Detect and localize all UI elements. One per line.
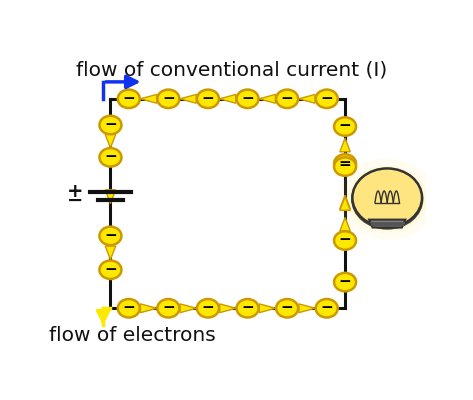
Polygon shape: [180, 304, 196, 313]
Circle shape: [158, 90, 179, 108]
Text: flow of conventional current (I): flow of conventional current (I): [76, 60, 387, 79]
Circle shape: [334, 154, 356, 173]
Text: −: −: [320, 91, 333, 106]
Polygon shape: [140, 304, 157, 313]
Text: −: −: [162, 300, 175, 315]
Text: −: −: [339, 155, 351, 170]
Polygon shape: [340, 138, 350, 152]
Circle shape: [99, 116, 122, 134]
Text: −: −: [104, 262, 117, 277]
Polygon shape: [219, 94, 236, 103]
Polygon shape: [105, 190, 116, 203]
Text: −: −: [339, 232, 351, 247]
Circle shape: [236, 90, 259, 108]
Text: −: −: [201, 300, 214, 315]
Polygon shape: [299, 94, 315, 103]
Circle shape: [334, 273, 356, 291]
Text: −: −: [104, 149, 117, 164]
Circle shape: [347, 166, 427, 233]
Polygon shape: [340, 195, 350, 209]
Polygon shape: [259, 304, 275, 313]
Circle shape: [334, 157, 356, 176]
Text: −: −: [123, 91, 135, 106]
Circle shape: [339, 158, 436, 240]
Circle shape: [315, 90, 338, 108]
Circle shape: [99, 260, 122, 279]
Circle shape: [276, 90, 298, 108]
Text: +: +: [67, 182, 84, 201]
Text: −: −: [320, 300, 333, 315]
Circle shape: [315, 299, 338, 318]
Circle shape: [197, 299, 219, 318]
Text: −: −: [162, 91, 175, 106]
Text: −: −: [339, 158, 351, 174]
Text: −: −: [339, 274, 351, 289]
Circle shape: [158, 299, 179, 318]
Circle shape: [276, 299, 298, 318]
Text: flow of electrons: flow of electrons: [49, 326, 216, 345]
Polygon shape: [180, 94, 196, 103]
Polygon shape: [219, 304, 236, 313]
Circle shape: [99, 148, 122, 166]
Text: −: −: [281, 300, 294, 315]
Text: −: −: [104, 117, 117, 132]
Text: −: −: [123, 300, 135, 315]
Polygon shape: [140, 94, 157, 103]
Polygon shape: [259, 94, 275, 103]
Polygon shape: [340, 197, 350, 210]
Polygon shape: [340, 218, 350, 231]
Polygon shape: [299, 304, 315, 313]
Circle shape: [236, 299, 259, 318]
Polygon shape: [369, 220, 405, 228]
Text: −: −: [281, 91, 294, 106]
Text: −: −: [201, 91, 214, 106]
Polygon shape: [105, 134, 116, 148]
Text: −: −: [241, 300, 254, 315]
Text: −: −: [68, 191, 84, 210]
Circle shape: [334, 117, 356, 136]
Circle shape: [334, 231, 356, 250]
Text: −: −: [241, 91, 254, 106]
Text: −: −: [104, 228, 117, 243]
Circle shape: [118, 299, 140, 318]
Circle shape: [352, 168, 422, 227]
Circle shape: [352, 170, 422, 228]
Circle shape: [99, 227, 122, 245]
Text: −: −: [339, 118, 351, 134]
Circle shape: [118, 90, 140, 108]
Circle shape: [197, 90, 219, 108]
Polygon shape: [105, 246, 116, 260]
